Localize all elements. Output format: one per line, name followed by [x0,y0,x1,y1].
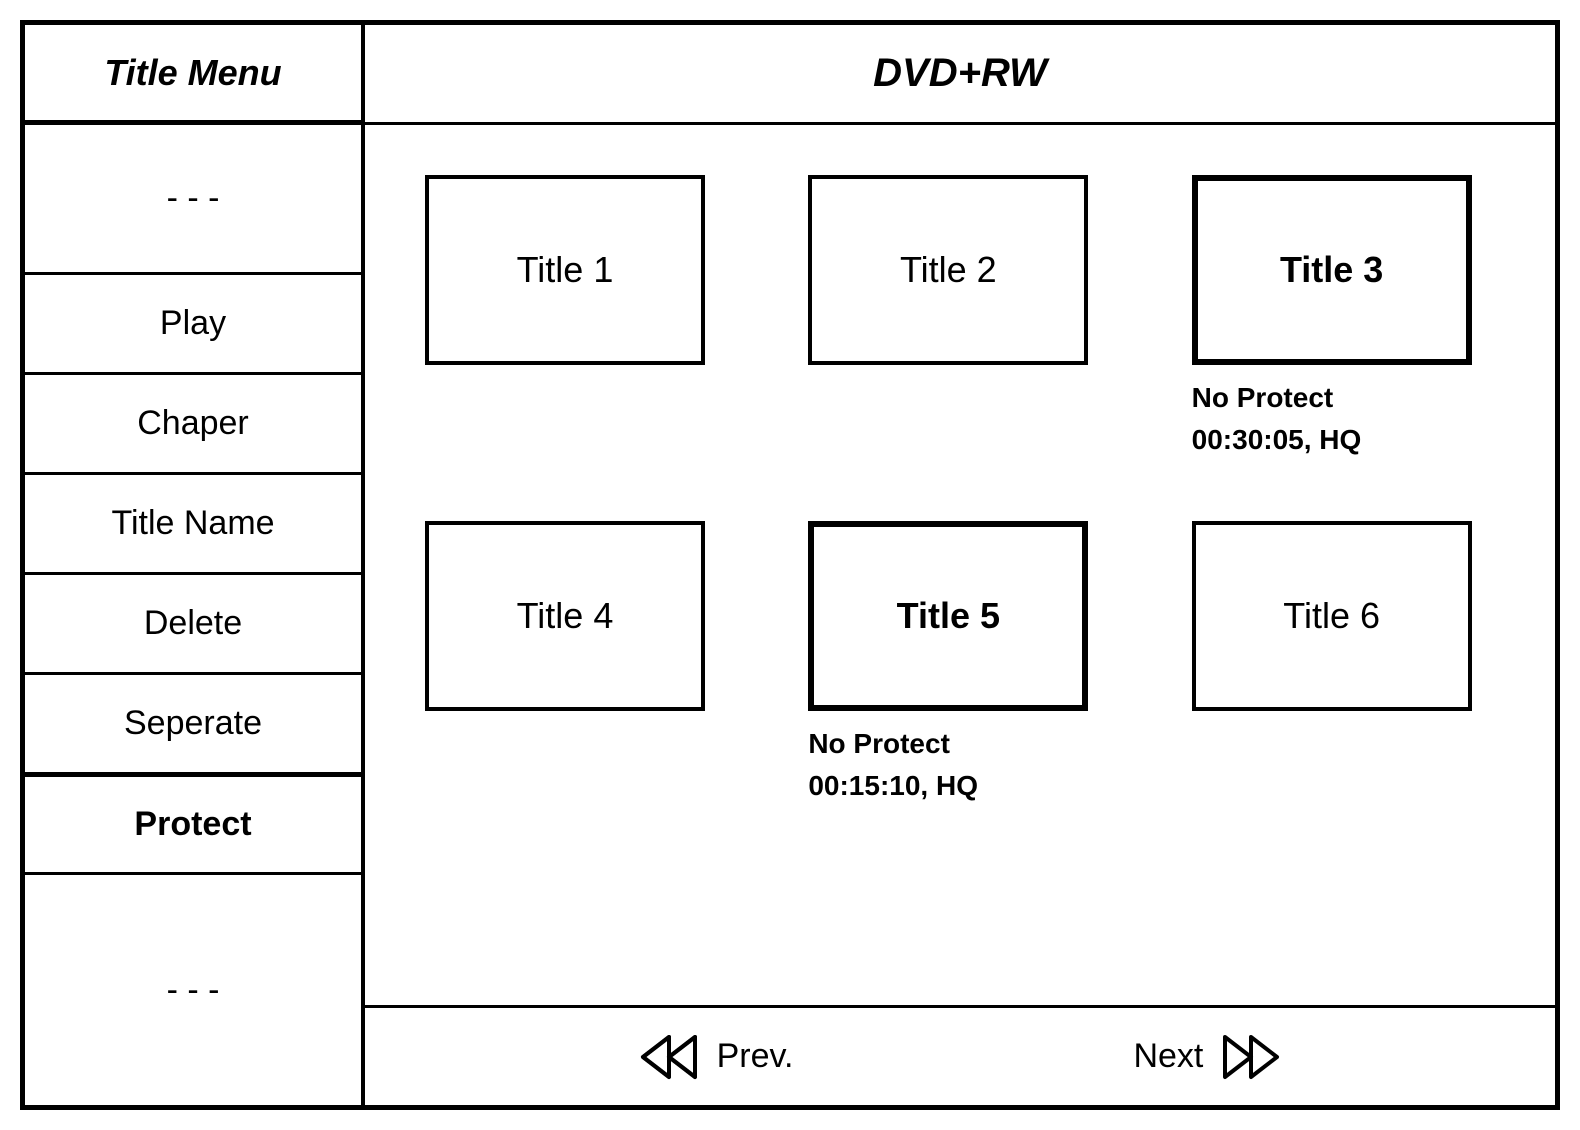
next-button[interactable]: Next [1133,1033,1285,1081]
prev-button[interactable]: Prev. [635,1033,794,1081]
content-area: Title 1 Title 2 Title 3 No Protect 00:30… [365,125,1555,1005]
title-cell-5: Title 5 No Protect 00:15:10, HQ [808,521,1111,807]
title-thumbnail-1[interactable]: Title 1 [425,175,705,365]
title-thumbnail-4[interactable]: Title 4 [425,521,705,711]
title-cell-6: Title 6 [1192,521,1495,807]
title-meta-3: No Protect 00:30:05, HQ [1192,377,1362,461]
sidebar-item-protect[interactable]: Protect [25,775,361,875]
title-thumbnail-5[interactable]: Title 5 [808,521,1088,711]
sidebar-item-scroll-down[interactable]: - - - [25,875,361,1105]
sidebar-item-separate[interactable]: Seperate [25,675,361,775]
sidebar: Title Menu - - - Play Chaper Title Name … [25,25,365,1105]
next-label: Next [1133,1037,1203,1076]
sidebar-item-play[interactable]: Play [25,275,361,375]
next-icon [1217,1033,1285,1081]
title-duration-3: 00:30:05, HQ [1192,419,1362,461]
sidebar-item-title-name[interactable]: Title Name [25,475,361,575]
title-cell-4: Title 4 [425,521,728,807]
title-protect-status-3: No Protect [1192,377,1362,419]
nav-bar: Prev. Next [365,1005,1555,1105]
sidebar-item-scroll-up[interactable]: - - - [25,125,361,275]
title-grid: Title 1 Title 2 Title 3 No Protect 00:30… [425,175,1495,807]
sidebar-item-delete[interactable]: Delete [25,575,361,675]
title-protect-status-5: No Protect [808,723,978,765]
title-cell-2: Title 2 [808,175,1111,461]
sidebar-header: Title Menu [25,25,361,125]
title-cell-3: Title 3 No Protect 00:30:05, HQ [1192,175,1495,461]
main-area: DVD+RW Title 1 Title 2 Title 3 No Protec… [365,25,1555,1105]
main-header: DVD+RW [365,25,1555,125]
title-thumbnail-6[interactable]: Title 6 [1192,521,1472,711]
title-cell-1: Title 1 [425,175,728,461]
title-thumbnail-2[interactable]: Title 2 [808,175,1088,365]
title-meta-5: No Protect 00:15:10, HQ [808,723,978,807]
title-duration-5: 00:15:10, HQ [808,765,978,807]
prev-label: Prev. [717,1037,794,1076]
title-thumbnail-3[interactable]: Title 3 [1192,175,1472,365]
sidebar-item-chapter[interactable]: Chaper [25,375,361,475]
prev-icon [635,1033,703,1081]
title-menu-container: Title Menu - - - Play Chaper Title Name … [20,20,1560,1110]
